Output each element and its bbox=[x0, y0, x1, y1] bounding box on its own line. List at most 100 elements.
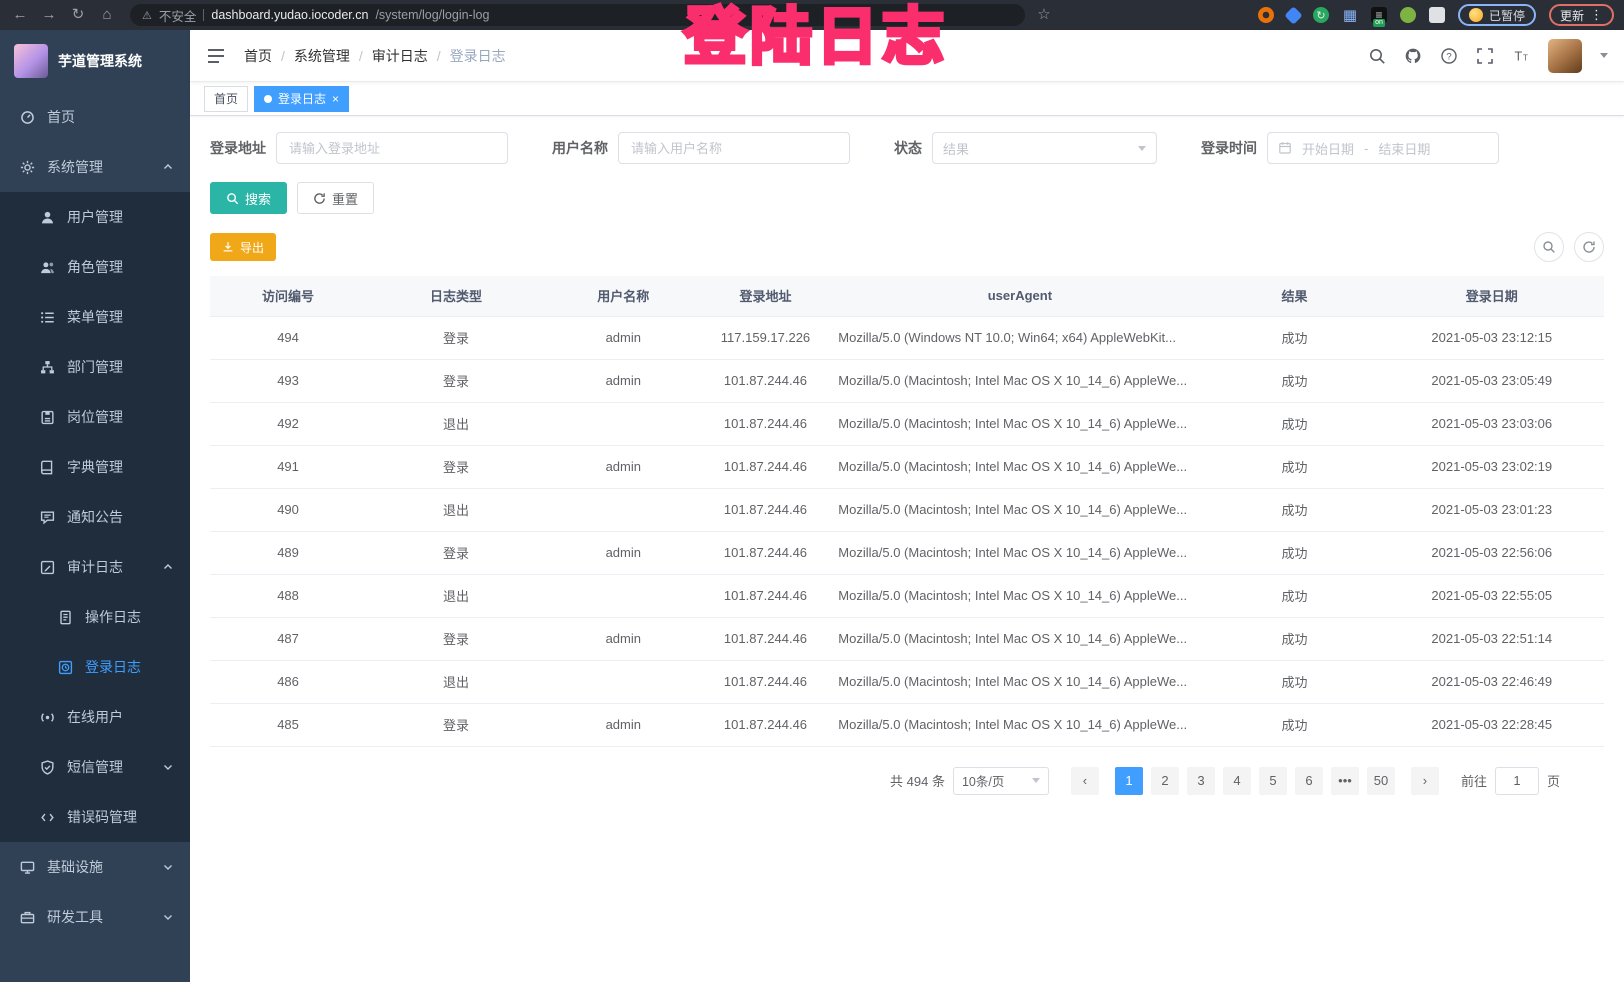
sidebar-item-dict-management[interactable]: 字典管理 bbox=[0, 442, 190, 492]
page-button-1[interactable]: 1 bbox=[1114, 766, 1143, 795]
end-date-placeholder: 结束日期 bbox=[1378, 141, 1431, 157]
search-button[interactable]: 搜索 bbox=[210, 182, 288, 214]
page-button-4[interactable]: 4 bbox=[1222, 766, 1251, 795]
caret-down-icon[interactable] bbox=[1600, 53, 1608, 58]
tag-login-log[interactable]: 登录日志 × bbox=[254, 85, 350, 112]
cell-id: 488 bbox=[210, 574, 367, 618]
sidebar-menu: 首页 系统管理 用户管理 角色管理 菜单管理 bbox=[0, 92, 190, 942]
sidebar-item-label: 岗位管理 bbox=[67, 409, 123, 425]
extension-icon[interactable]: ▦ bbox=[1342, 7, 1358, 24]
table-header-row: 访问编号 日志类型 用户名称 登录地址 userAgent 结果 登录日期 bbox=[210, 276, 1604, 317]
sidebar-item-audit-log[interactable]: 审计日志 bbox=[0, 542, 190, 592]
login-address-input[interactable] bbox=[276, 132, 508, 164]
toolbox-icon bbox=[20, 911, 35, 923]
total-count: 共 494 条 bbox=[890, 774, 945, 789]
cell-id: 490 bbox=[210, 488, 367, 532]
sidebar-item-menu-management[interactable]: 菜单管理 bbox=[0, 292, 190, 342]
profile-status-label: 已暂停 bbox=[1488, 8, 1525, 23]
sidebar-item-post-management[interactable]: 岗位管理 bbox=[0, 392, 190, 442]
user-avatar[interactable] bbox=[1548, 38, 1582, 73]
sidebar-item-infrastructure[interactable]: 基础设施 bbox=[0, 842, 190, 892]
browser-menu-icon[interactable]: ⋮ bbox=[1590, 7, 1603, 22]
sidebar-item-user-management[interactable]: 用户管理 bbox=[0, 192, 190, 242]
github-icon[interactable] bbox=[1404, 47, 1422, 65]
bookmark-star-icon[interactable]: ☆ bbox=[1037, 6, 1051, 23]
sidebar-item-error-code[interactable]: 错误码管理 bbox=[0, 792, 190, 842]
sidebar-item-dev-tools[interactable]: 研发工具 bbox=[0, 892, 190, 942]
sidebar-item-label: 短信管理 bbox=[67, 759, 123, 775]
sidebar-item-login-log[interactable]: 登录日志 bbox=[0, 642, 190, 692]
svg-text:T: T bbox=[1515, 49, 1523, 63]
page-button-3[interactable]: 3 bbox=[1186, 766, 1215, 795]
goto-page-input[interactable] bbox=[1494, 766, 1539, 795]
home-icon[interactable]: ⌂ bbox=[102, 6, 112, 23]
search-icon[interactable] bbox=[1368, 47, 1386, 65]
extension-icon[interactable] bbox=[1284, 5, 1303, 25]
close-icon[interactable]: × bbox=[332, 91, 340, 106]
fullscreen-icon[interactable] bbox=[1476, 47, 1494, 65]
cell-ip: 117.159.17.226 bbox=[700, 316, 831, 360]
cell-username: admin bbox=[545, 359, 701, 403]
sidebar-item-operation-log[interactable]: 操作日志 bbox=[0, 592, 190, 642]
reset-button[interactable]: 重置 bbox=[297, 182, 375, 214]
hamburger-icon[interactable] bbox=[206, 47, 226, 65]
export-button[interactable]: 导出 bbox=[210, 233, 277, 261]
refresh-table-button[interactable] bbox=[1574, 232, 1604, 262]
tag-home[interactable]: 首页 bbox=[204, 85, 249, 112]
login-address-label: 登录地址 bbox=[210, 140, 266, 156]
help-icon[interactable]: ? bbox=[1440, 47, 1458, 65]
page-button-5[interactable]: 5 bbox=[1258, 766, 1287, 795]
extensions-puzzle-icon[interactable] bbox=[1428, 7, 1445, 23]
page-size-select[interactable]: 10条/页 bbox=[952, 766, 1049, 795]
reload-icon[interactable]: ↻ bbox=[71, 6, 85, 23]
page-button-2[interactable]: 2 bbox=[1150, 766, 1179, 795]
table-row: 491 登录 admin 101.87.244.46 Mozilla/5.0 (Maci… bbox=[210, 445, 1604, 489]
breadcrumb-item[interactable]: 审计日志 bbox=[371, 47, 428, 64]
chevron-down-icon bbox=[164, 865, 172, 870]
cell-username: admin bbox=[545, 531, 701, 575]
not-secure-warning-icon: ⚠ bbox=[142, 9, 152, 22]
page-button-6[interactable]: 6 bbox=[1294, 766, 1323, 795]
update-button[interactable]: 更新 ⋮ bbox=[1548, 4, 1614, 26]
login-log-icon bbox=[58, 660, 73, 674]
sidebar-item-dept-management[interactable]: 部门管理 bbox=[0, 342, 190, 392]
extension-icon[interactable]: ↻ bbox=[1312, 7, 1329, 23]
app-logo[interactable]: 芋道管理系统 bbox=[0, 30, 190, 92]
address-bar[interactable]: ⚠ 不安全 dashboard.yudao.iocoder.cn/system/… bbox=[130, 4, 1025, 26]
page-button-50[interactable]: 50 bbox=[1366, 766, 1395, 795]
cell-user_agent: Mozilla/5.0 (Macintosh; Intel Mac OS X 1… bbox=[830, 445, 1210, 489]
profile-pill[interactable]: 已暂停 bbox=[1457, 4, 1536, 26]
sidebar-item-notice[interactable]: 通知公告 bbox=[0, 492, 190, 542]
breadcrumb-item[interactable]: 系统管理 bbox=[293, 47, 350, 64]
back-icon[interactable]: ← bbox=[12, 6, 28, 23]
date-range-picker[interactable]: 开始日期 - 结束日期 bbox=[1267, 132, 1499, 164]
breadcrumb-item[interactable]: 首页 bbox=[244, 47, 272, 64]
extension-icon[interactable] bbox=[1257, 7, 1274, 23]
sidebar-item-role-management[interactable]: 角色管理 bbox=[0, 242, 190, 292]
prev-page-button[interactable]: ‹ bbox=[1070, 766, 1099, 795]
page-ellipsis[interactable]: ••• bbox=[1330, 766, 1359, 795]
svg-text:T: T bbox=[1523, 53, 1528, 62]
next-page-button[interactable]: › bbox=[1410, 766, 1439, 795]
cell-ip: 101.87.244.46 bbox=[700, 660, 831, 704]
table-row: 494 登录 admin 117.159.17.226 Mozilla/5.0 (Win… bbox=[210, 316, 1604, 360]
sidebar-item-system[interactable]: 系统管理 bbox=[0, 142, 190, 192]
extension-icon[interactable]: ≡ on bbox=[1370, 7, 1387, 27]
username-input[interactable] bbox=[618, 132, 850, 164]
sidebar-item-online-users[interactable]: 在线用户 bbox=[0, 692, 190, 742]
sidebar-item-home[interactable]: 首页 bbox=[0, 92, 190, 142]
column-header-ip: 登录地址 bbox=[700, 276, 831, 317]
toggle-search-button[interactable] bbox=[1534, 232, 1564, 262]
page-size-value: 10条/页 bbox=[961, 775, 1005, 789]
extension-icon[interactable] bbox=[1399, 7, 1416, 23]
sidebar-item-sms-management[interactable]: 短信管理 bbox=[0, 742, 190, 792]
sidebar-item-label: 系统管理 bbox=[47, 159, 103, 175]
status-select[interactable]: 结果 bbox=[932, 132, 1157, 164]
cell-type: 登录 bbox=[366, 359, 546, 403]
cell-id: 489 bbox=[210, 531, 367, 575]
chevron-down-icon bbox=[164, 915, 172, 920]
forward-icon[interactable]: → bbox=[41, 6, 57, 23]
